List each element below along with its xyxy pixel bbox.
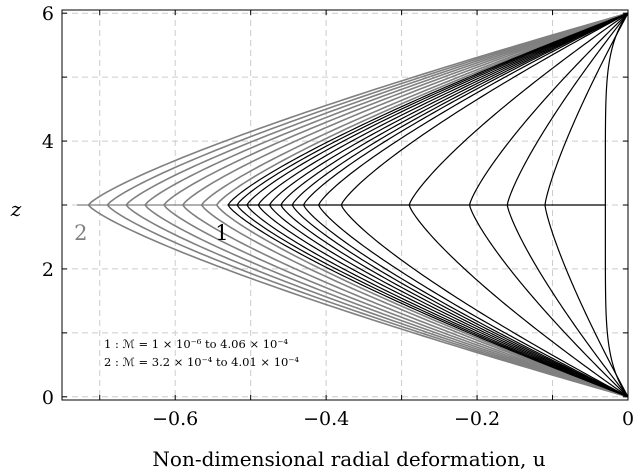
curve-family-2-label: 2 bbox=[74, 221, 87, 245]
x-tick-label: −0.6 bbox=[152, 408, 198, 430]
y-axis-label: z bbox=[10, 197, 22, 221]
x-tick-label: −0.4 bbox=[303, 408, 349, 430]
curve-family-1-label: 1 bbox=[215, 221, 228, 245]
y-tick-label: 4 bbox=[42, 131, 54, 153]
x-tick-labels: −0.6 −0.4 −0.2 0 bbox=[152, 408, 634, 430]
y-tick-label: 2 bbox=[42, 259, 54, 281]
axis-ticks bbox=[62, 10, 629, 400]
curve-family-2 bbox=[77, 12, 629, 398]
x-tick-label: 0 bbox=[622, 408, 634, 430]
curve-family-1 bbox=[227, 12, 629, 398]
annotation-family-2: 2 : ℳ = 3.2 × 10⁻⁴ to 4.01 × 10⁻⁴ bbox=[104, 355, 299, 369]
curve-line bbox=[215, 12, 629, 398]
x-tick-label: −0.2 bbox=[454, 408, 500, 430]
y-tick-label: 6 bbox=[42, 3, 54, 25]
x-axis-label: Non-dimensional radial deformation, u bbox=[152, 447, 545, 471]
annotation-family-1: 1 : ℳ = 1 × 10⁻⁶ to 4.06 × 10⁻⁴ bbox=[104, 337, 288, 351]
y-tick-labels: 0 2 4 6 bbox=[42, 3, 54, 409]
y-tick-label: 0 bbox=[42, 387, 54, 409]
